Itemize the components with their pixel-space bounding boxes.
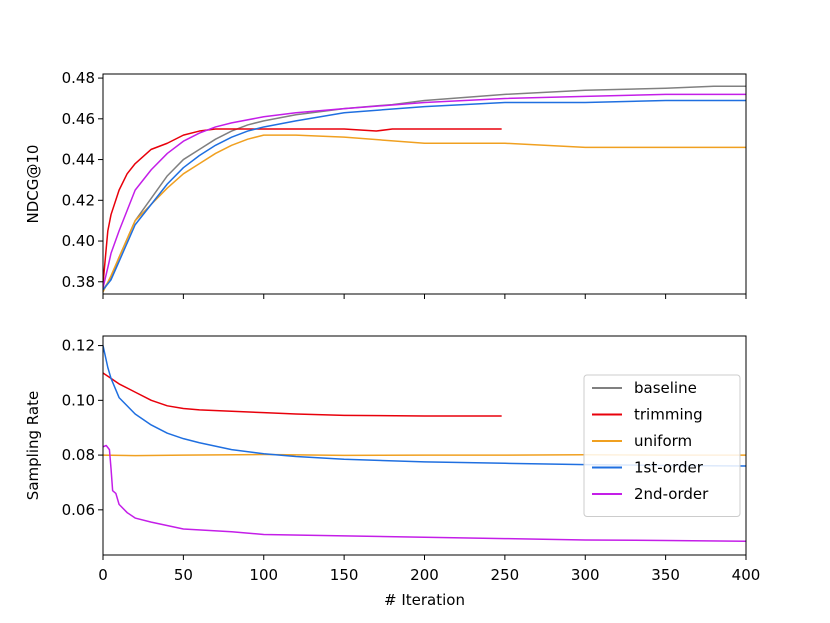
sampling-xtick-label: 0 — [98, 566, 108, 584]
ndcg-ylabel: NDCG@10 — [24, 145, 42, 224]
legend-box — [583, 374, 741, 517]
legend-label-baseline: baseline — [634, 379, 697, 397]
sampling-xtick-label: 400 — [732, 566, 761, 584]
sampling-ytick-label: 0.06 — [62, 501, 95, 519]
ndcg-series-1st-order — [103, 99, 746, 291]
legend: baseline trimming uniform 1st-order 2nd-orde… — [583, 374, 741, 517]
sampling-ylabel: Sampling Rate — [24, 391, 42, 500]
legend-label-1st-order: 1st-order — [634, 459, 704, 477]
sampling-series-trimming — [103, 372, 502, 417]
sampling-xlabel: # Iteration — [384, 591, 465, 609]
sampling-ytick-label: 0.08 — [62, 446, 95, 464]
ndcg-ytick-label: 0.42 — [62, 191, 95, 209]
sampling-xtick-label: 250 — [491, 566, 520, 584]
ndcg-ytick-label: 0.48 — [62, 69, 95, 87]
ndcg-series-baseline — [103, 85, 746, 291]
ndcg-ytick-label: 0.46 — [62, 110, 95, 128]
sampling-ytick-label: 0.12 — [62, 337, 95, 355]
ndcg-series-group — [103, 85, 746, 293]
ndcg-series-2nd-order — [103, 93, 746, 289]
ndcg-ytick-label: 0.44 — [62, 151, 95, 169]
sampling-series-1st-order — [103, 345, 746, 467]
ndcg-ytick-label: 0.40 — [62, 232, 95, 250]
sampling-xtick-label: 200 — [410, 566, 439, 584]
sampling-xtick-label: 50 — [174, 566, 193, 584]
sampling-rate-panel: 0 50 100 150 200 250 300 350 400 0.06 0.08 0.10 0.12… — [24, 335, 761, 609]
legend-label-2nd-order: 2nd-order — [634, 485, 709, 503]
legend-label-uniform: uniform — [634, 432, 692, 450]
sampling-xtick-label: 150 — [330, 566, 359, 584]
sampling-xtick-label: 100 — [249, 566, 278, 584]
ndcg-panel: 0.38 0.40 0.42 0.44 0.46 0.48 NDCG@10 — [24, 69, 747, 299]
sampling-xtick-label: 300 — [571, 566, 600, 584]
ndcg-series-trimming — [103, 128, 502, 284]
sampling-series-group — [103, 345, 746, 543]
sampling-series-2nd-order — [103, 444, 746, 543]
sampling-ytick-label: 0.10 — [62, 391, 95, 409]
ndcg-ytick-label: 0.38 — [62, 273, 95, 291]
sampling-xtick-label: 350 — [651, 566, 680, 584]
legend-label-trimming: trimming — [634, 406, 703, 424]
ndcg-series-uniform — [103, 134, 746, 293]
